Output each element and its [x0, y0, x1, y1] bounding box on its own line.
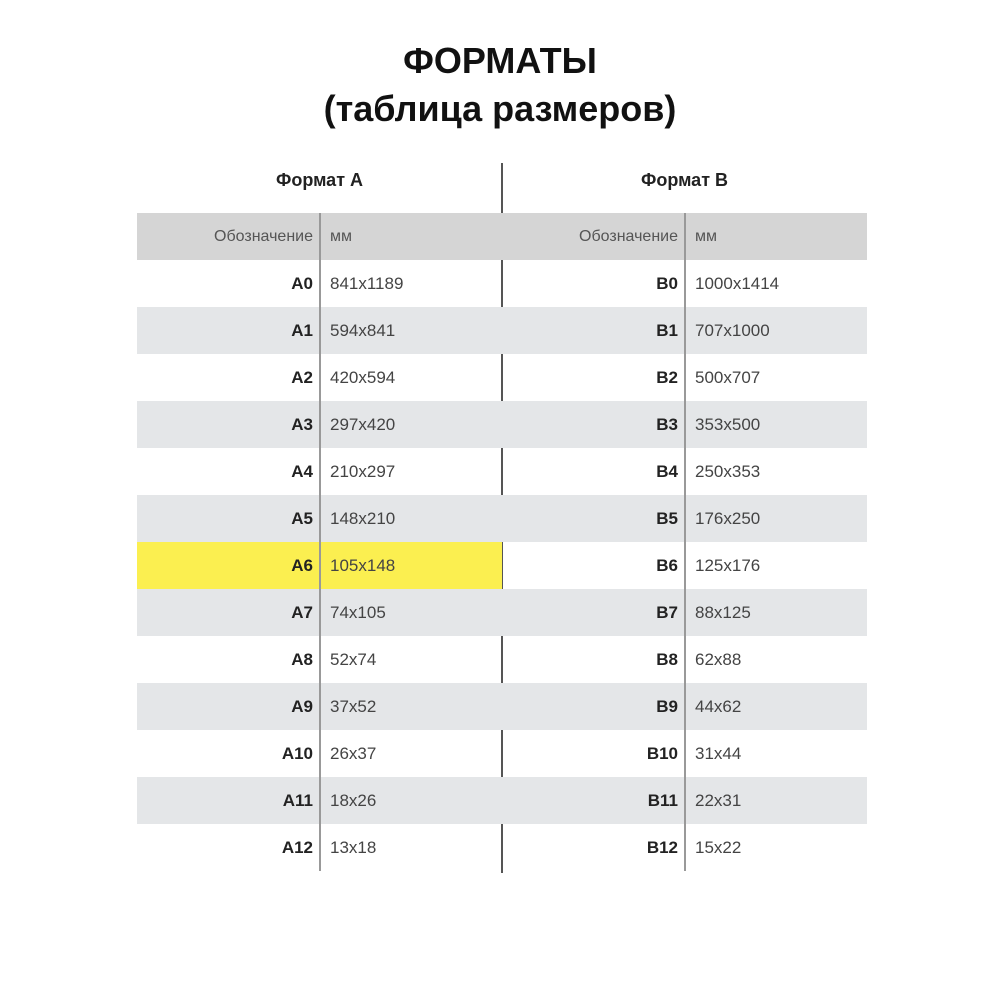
format-size: 26x37: [330, 744, 377, 763]
table-row: A2 420x594: [137, 354, 502, 401]
format-designation: A2: [291, 368, 313, 387]
format-size: 176x250: [695, 509, 761, 528]
format-designation: A10: [281, 744, 313, 763]
format-designation: A11: [282, 791, 313, 810]
table-row: B8 62x88: [502, 636, 867, 683]
format-size: 18x26: [330, 791, 377, 810]
format-size: 148x210: [330, 509, 396, 528]
format-designation: B11: [647, 791, 678, 810]
section-heading-b: Формат В: [640, 170, 729, 190]
format-designation: B9: [656, 697, 678, 716]
format-b-table: Обозначение мм B0 1000x1414 B1 707x1000 B2 500x…: [502, 213, 867, 871]
format-designation: A12: [281, 838, 313, 857]
table-row: B10 31x44: [502, 730, 867, 777]
format-designation: B7: [656, 603, 678, 622]
format-size: 88x125: [695, 603, 751, 622]
table-row: A12 13x18: [137, 824, 502, 871]
format-size: 13x18: [330, 838, 377, 857]
format-size: 44x62: [695, 697, 742, 716]
column-header-designation: Обозначение: [214, 228, 313, 245]
table-row: B6 125x176: [502, 542, 867, 589]
format-size: 250x353: [695, 462, 761, 481]
format-designation: B10: [646, 744, 678, 763]
format-size: 297x420: [330, 415, 396, 434]
format-designation: A3: [291, 415, 313, 434]
page-title: ФОРМАТЫ: [403, 40, 597, 81]
format-designation: A8: [291, 650, 313, 669]
table-row: B0 1000x1414: [502, 260, 867, 307]
section-heading-a: Формат А: [275, 170, 364, 190]
format-size: 353x500: [695, 415, 761, 434]
format-size: 74x105: [330, 603, 386, 622]
format-designation: B8: [656, 650, 678, 669]
table-row: B4 250x353: [502, 448, 867, 495]
table-row: A8 52x74: [137, 636, 502, 683]
table-row: A10 26x37: [137, 730, 502, 777]
format-designation: B12: [646, 838, 678, 857]
format-designation: B3: [656, 415, 678, 434]
format-designation: B4: [656, 462, 678, 481]
format-designation: A4: [291, 462, 313, 481]
format-size: 500x707: [695, 368, 761, 387]
format-size: 125x176: [695, 556, 761, 575]
table-row: B12 15x22: [502, 824, 867, 871]
format-designation: A7: [291, 603, 313, 622]
format-designation: B6: [656, 556, 678, 575]
format-designation: A9: [291, 697, 313, 716]
table-row: A0 841x1189: [137, 260, 502, 307]
format-size: 420x594: [330, 368, 396, 387]
table-row: B2 500x707: [502, 354, 867, 401]
format-designation: A5: [291, 509, 313, 528]
column-divider: [319, 213, 321, 871]
format-a-table: Обозначение мм A0 841x1189 A1 594x841 A2 420x59…: [137, 213, 502, 871]
format-designation: A1: [291, 321, 313, 340]
column-header-mm: мм: [330, 228, 352, 245]
column-divider: [684, 213, 686, 871]
format-designation: B1: [656, 321, 678, 340]
format-size: 707x1000: [695, 321, 770, 340]
format-designation: A0: [291, 274, 313, 293]
format-designation: B5: [656, 509, 678, 528]
format-size: 15x22: [695, 838, 742, 857]
format-size: 22x31: [695, 791, 742, 810]
format-designation: A6: [291, 556, 313, 575]
format-size: 52x74: [330, 650, 377, 669]
format-size: 62x88: [695, 650, 742, 669]
table-row: A4 210x297: [137, 448, 502, 495]
format-size: 594x841: [330, 321, 396, 340]
format-size: 1000x1414: [695, 274, 780, 293]
format-designation: B0: [656, 274, 678, 293]
column-header-mm: мм: [695, 228, 717, 245]
format-size: 841x1189: [330, 274, 404, 293]
format-size: 37x52: [330, 697, 377, 716]
format-size: 210x297: [330, 462, 396, 481]
format-size: 31x44: [695, 744, 742, 763]
format-size: 105x148: [330, 556, 396, 575]
format-designation: B2: [656, 368, 678, 387]
column-header-designation: Обозначение: [579, 228, 678, 245]
page-subtitle: (таблица размеров): [323, 88, 677, 129]
